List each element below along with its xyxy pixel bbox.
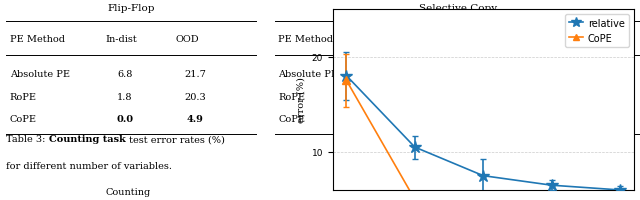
Text: OOD sparse: OOD sparse: [550, 35, 610, 44]
Text: test error rates (%): test error rates (%): [125, 135, 225, 144]
Text: OOD: OOD: [176, 35, 200, 44]
Text: 100.0: 100.0: [469, 92, 497, 101]
Text: 0.0: 0.0: [116, 115, 133, 124]
Text: 100.0: 100.0: [559, 92, 587, 101]
Text: PE Method: PE Method: [10, 35, 65, 44]
Text: 85.2: 85.2: [562, 70, 584, 79]
Text: Absolute PE: Absolute PE: [278, 70, 339, 79]
Text: In-dist: In-dist: [374, 35, 406, 44]
Text: 21.7: 21.7: [184, 70, 206, 79]
Text: 40.1: 40.1: [380, 92, 401, 101]
Text: Table 3:: Table 3:: [6, 135, 49, 144]
Y-axis label: error (%): error (%): [297, 77, 306, 123]
Legend: relative, CoPE: relative, CoPE: [564, 15, 628, 47]
Text: RoPE: RoPE: [10, 92, 36, 101]
Text: 20.3: 20.3: [184, 92, 206, 101]
Text: 0.0: 0.0: [564, 115, 581, 124]
Text: OOD dense: OOD dense: [461, 35, 516, 44]
Text: 16.9: 16.9: [380, 70, 401, 79]
Text: 6.8: 6.8: [117, 70, 132, 79]
Text: 0.0: 0.0: [475, 115, 492, 124]
Text: Selective Copy: Selective Copy: [419, 4, 497, 13]
Text: CoPE: CoPE: [10, 115, 36, 124]
Text: RoPE: RoPE: [278, 92, 305, 101]
Text: Absolute PE: Absolute PE: [10, 70, 70, 79]
Text: Flip-Flop: Flip-Flop: [108, 4, 155, 13]
Text: 4.9: 4.9: [187, 115, 204, 124]
Text: 1.8: 1.8: [117, 92, 132, 101]
Text: 0.0: 0.0: [382, 115, 399, 124]
Text: Counting: Counting: [106, 187, 150, 196]
Text: 25.6: 25.6: [472, 70, 494, 79]
Text: CoPE: CoPE: [278, 115, 305, 124]
Text: PE Method: PE Method: [278, 35, 333, 44]
Text: for different number of variables.: for different number of variables.: [6, 161, 172, 170]
Text: In-dist: In-dist: [106, 35, 138, 44]
Text: Counting task: Counting task: [49, 135, 125, 144]
